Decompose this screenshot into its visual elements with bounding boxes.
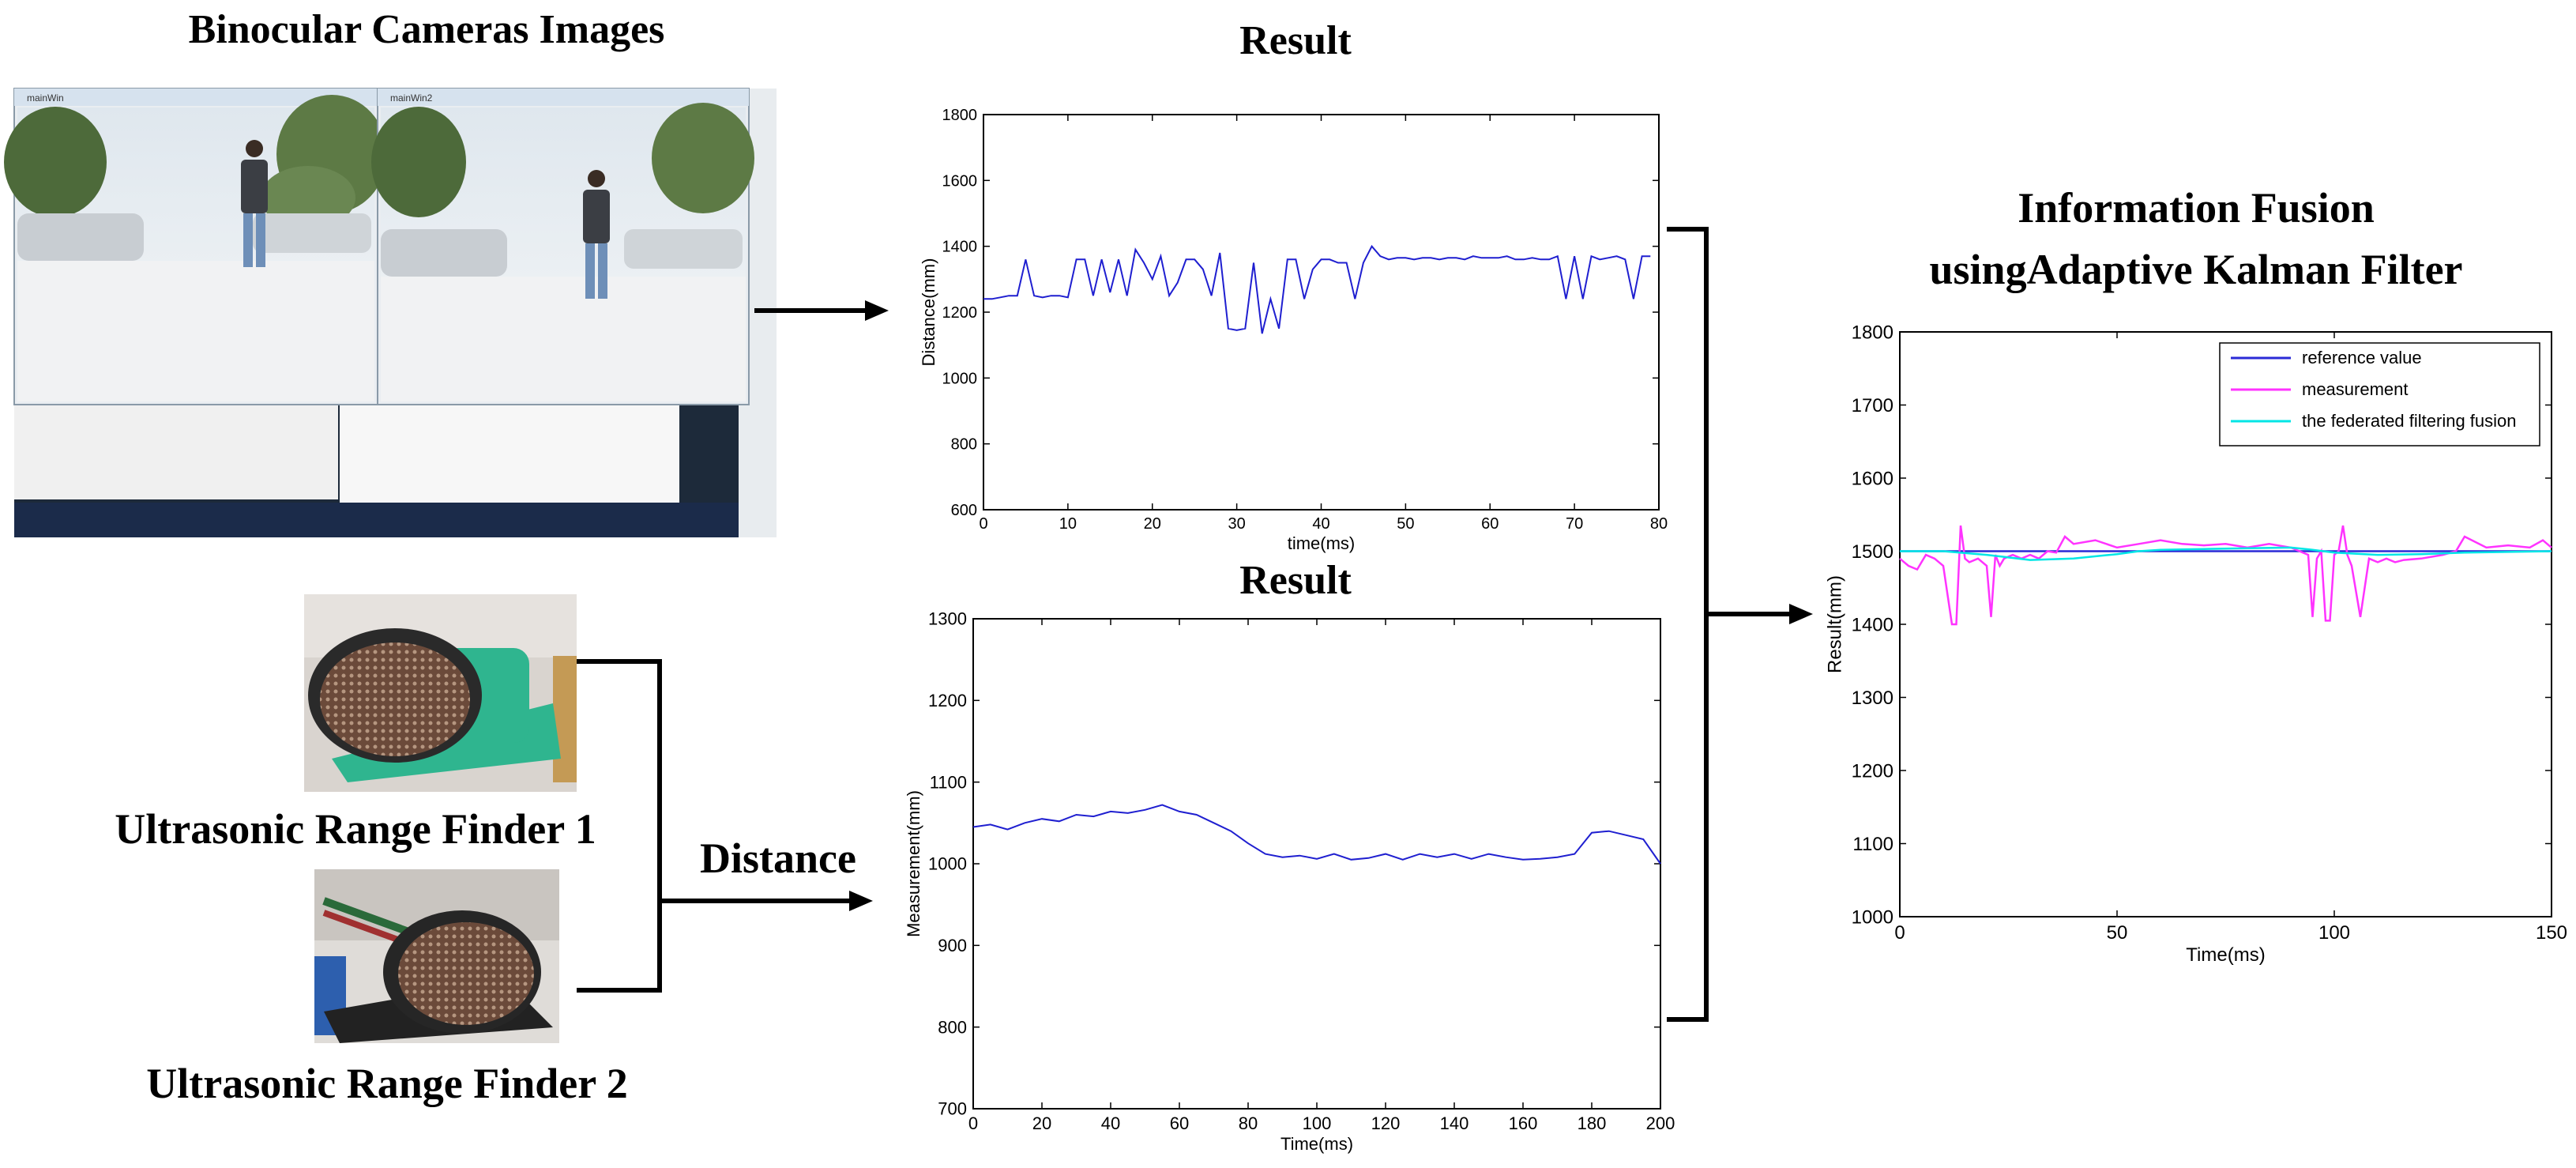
series-line-0: [972, 804, 1661, 865]
y-tick-label: 1400: [1852, 614, 1893, 635]
y-tick-label: 1800: [1852, 322, 1893, 343]
y-tick-label: 1700: [1852, 395, 1893, 416]
y-tick-label: 1000: [942, 370, 978, 387]
x-axis-label: Time(ms): [1280, 1134, 1353, 1154]
connectors: [577, 227, 1793, 1022]
y-tick-label: 1500: [1852, 541, 1893, 563]
plot-area: [983, 114, 1660, 511]
x-tick-label: 200: [1646, 1113, 1675, 1133]
y-tick-label: 1300: [928, 609, 967, 629]
x-tick-label: 50: [1397, 515, 1414, 533]
ultrasonic-2-label: Ultrasonic Range Finder 2: [146, 1060, 628, 1107]
fusion-title-line2: usingAdaptive Kalman Filter: [1929, 246, 2463, 293]
y-tick-label: 1200: [928, 691, 967, 710]
x-tick-label: 150: [2536, 922, 2567, 944]
x-tick-label: 60: [1481, 515, 1499, 533]
ultrasonic-1-label: Ultrasonic Range Finder 1: [115, 805, 596, 853]
legend: reference value measurement the federated …: [2219, 342, 2540, 446]
x-tick-label: 0: [979, 515, 987, 533]
series-line-1: [1899, 525, 2552, 626]
measurement-chart: 0 20 40 60 80 100 120 140 160 180 200 700 800 900 1000…: [904, 609, 1675, 1154]
x-tick-label: 180: [1578, 1113, 1607, 1133]
y-tick-label: 1100: [930, 772, 967, 792]
y-tick-label: 1400: [942, 239, 978, 256]
y-tick-label: 1800: [942, 107, 978, 124]
camera-window-right[interactable]: mainWin2: [371, 88, 754, 405]
y-tick-label: 1600: [942, 172, 978, 190]
x-tick-label: 100: [2318, 922, 2350, 944]
x-tick-label: 160: [1509, 1113, 1538, 1133]
x-tick-label: 0: [1894, 922, 1905, 944]
y-tick-label: 1200: [1852, 760, 1893, 782]
plot-area: [972, 618, 1661, 1110]
distance-chart: 0 10 20 30 40 50 60 70 80 600 800 1000 1200 1400 1600 1…: [919, 107, 1668, 553]
x-tick-label: 120: [1371, 1113, 1401, 1133]
x-tick-label: 60: [1170, 1113, 1189, 1133]
x-tick-label: 140: [1440, 1113, 1469, 1133]
legend-label-1: measurement: [2302, 379, 2409, 399]
x-tick-label: 80: [1650, 515, 1668, 533]
fusion-title-line1: Information Fusion: [2018, 184, 2375, 232]
camera-window-left[interactable]: mainWin: [4, 88, 387, 405]
y-tick-label: 800: [938, 1017, 967, 1037]
distance-label: Distance: [700, 835, 856, 882]
y-tick-label: 600: [951, 502, 977, 519]
window1-title: mainWin: [27, 92, 64, 104]
x-tick-label: 50: [2107, 922, 2128, 944]
binocular-screenshot: mainWin mainWin2: [4, 88, 777, 537]
y-tick-label: 900: [938, 936, 967, 955]
y-axis-label: Distance(mm): [919, 258, 938, 367]
legend-label-0: reference value: [2302, 348, 2422, 367]
y-tick-label: 1600: [1852, 468, 1893, 489]
x-tick-label: 10: [1059, 515, 1077, 533]
series-line-0: [983, 244, 1651, 334]
result-bottom-title: Result: [1239, 558, 1352, 603]
y-tick-label: 1100: [1852, 834, 1893, 855]
ultrasonic-sensor-1-photo: [304, 594, 577, 792]
ultrasonic-sensor-2-photo: [314, 869, 559, 1043]
x-tick-label: 40: [1312, 515, 1329, 533]
y-axis-label: Measurement(mm): [904, 790, 923, 937]
x-tick-label: 40: [1101, 1113, 1120, 1133]
x-tick-label: 80: [1239, 1113, 1258, 1133]
binocular-images-title: Binocular Cameras Images: [188, 7, 665, 52]
legend-label-2: the federated filtering fusion: [2302, 411, 2517, 431]
y-tick-label: 1000: [928, 854, 967, 874]
y-tick-label: 1300: [1852, 688, 1893, 709]
window2-title: mainWin2: [390, 92, 433, 104]
y-tick-label: 700: [938, 1099, 967, 1119]
result-top-title: Result: [1239, 18, 1352, 63]
x-axis-label: Time(ms): [2186, 944, 2265, 966]
y-tick-label: 1000: [1852, 906, 1893, 928]
x-tick-label: 70: [1566, 515, 1583, 533]
x-tick-label: 100: [1303, 1113, 1332, 1133]
y-tick-label: 800: [951, 436, 977, 454]
x-tick-label: 20: [1144, 515, 1161, 533]
x-axis-label: time(ms): [1288, 533, 1356, 553]
y-axis-label: Result(mm): [1825, 575, 1846, 673]
series-line-2: [1900, 546, 2552, 561]
legend-box: [2219, 342, 2540, 446]
x-tick-label: 30: [1228, 515, 1246, 533]
connector-arrowheads: [849, 300, 1813, 911]
x-tick-label: 20: [1032, 1113, 1051, 1133]
x-tick-label: 0: [968, 1113, 978, 1133]
fusion-chart: 0 50 100 150 1000 1100 1200 1300 1400 1500 1600 170…: [1825, 322, 2567, 966]
y-tick-label: 1200: [942, 304, 978, 322]
